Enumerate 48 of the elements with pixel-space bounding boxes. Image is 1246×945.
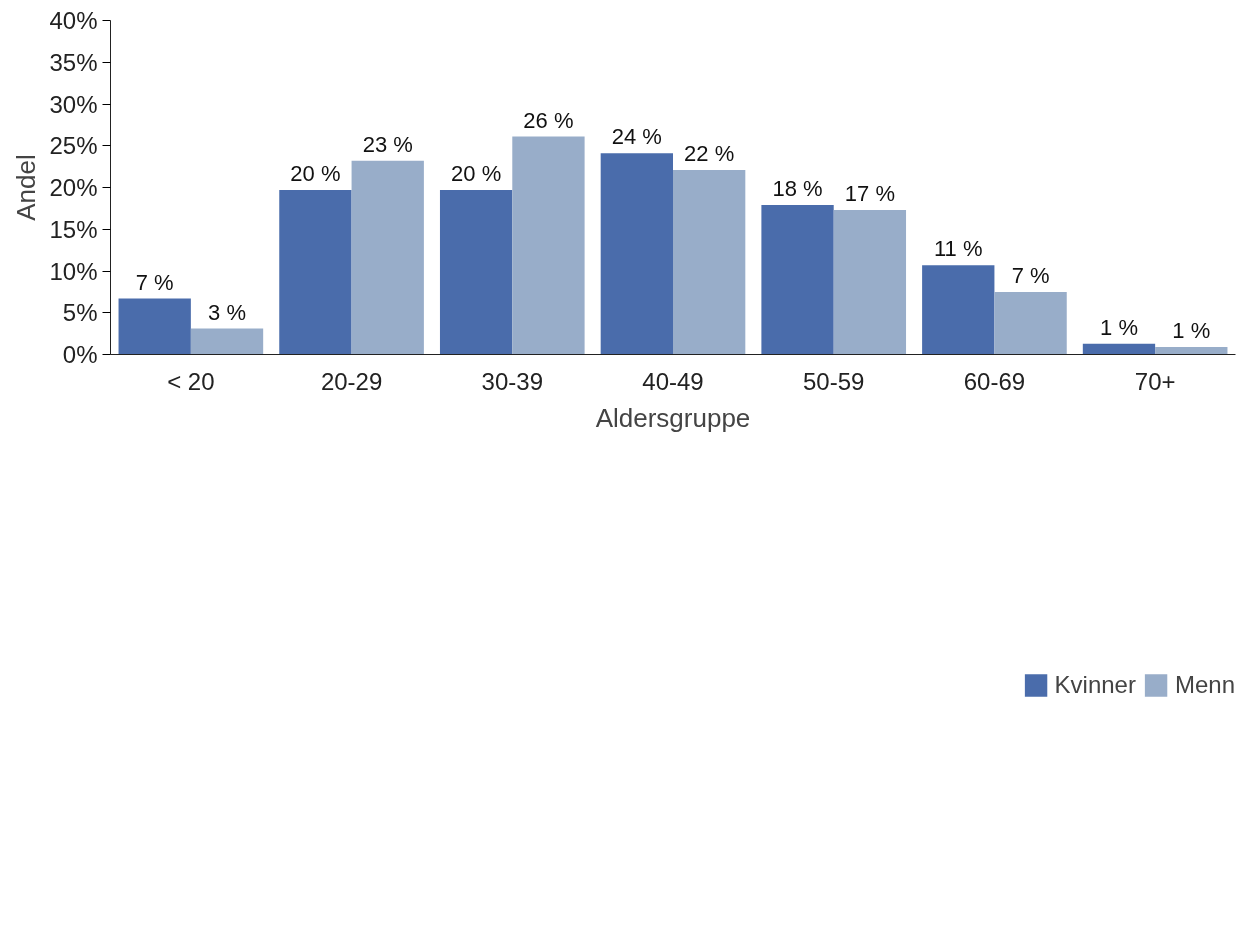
data-label: 20 % [290,161,341,187]
data-label: 26 % [523,107,574,133]
data-label: 20 % [451,161,502,187]
data-label: 18 % [772,176,823,202]
data-label: 7 % [1011,262,1050,288]
data-label: 24 % [611,124,662,150]
y-tick-label: 30% [49,90,98,118]
y-tick-label: 5% [62,299,98,327]
bar [994,291,1067,355]
y-tick-label: 40% [49,7,98,34]
legend-label: Kvinner [1054,671,1136,699]
bar [1155,346,1228,355]
x-axis-title: Aldersgruppe [595,402,751,433]
x-tick-label: 60-69 [963,367,1026,395]
y-tick-label: 35% [49,48,98,76]
bar [512,136,585,355]
y-tick-label: 15% [49,215,98,243]
bar [118,298,191,355]
data-label: 1 % [1100,314,1138,340]
legend-label: Menn [1174,671,1235,699]
bar [833,210,907,355]
bar [600,153,673,355]
y-tick-label: 25% [49,132,98,160]
data-label: 22 % [684,140,735,166]
y-tick-label: 0% [62,341,98,368]
x-tick-label: 30-39 [481,367,543,395]
x-tick-label: 50-59 [803,367,865,395]
bar [922,265,995,355]
x-tick-label: 20-29 [320,367,383,395]
y-tick-label: 20% [49,174,98,201]
y-tick-label: 10% [49,257,98,285]
data-label: 7 % [135,269,174,295]
x-tick-label: 40-49 [642,367,704,395]
bar [1082,343,1156,355]
bar [439,190,513,355]
bar [761,205,834,355]
bar [190,328,264,355]
x-tick-label: < 20 [167,367,215,395]
x-tick-label: 70+ [1134,367,1176,395]
data-label: 3 % [208,299,246,325]
data-label: 23 % [362,131,413,157]
data-label: 1 % [1172,317,1211,343]
bar [279,190,352,355]
data-label: 11 % [934,236,983,262]
bar [351,160,424,355]
bar [673,169,746,355]
y-axis-title: Andel [11,154,42,221]
data-label: 17 % [844,181,895,207]
